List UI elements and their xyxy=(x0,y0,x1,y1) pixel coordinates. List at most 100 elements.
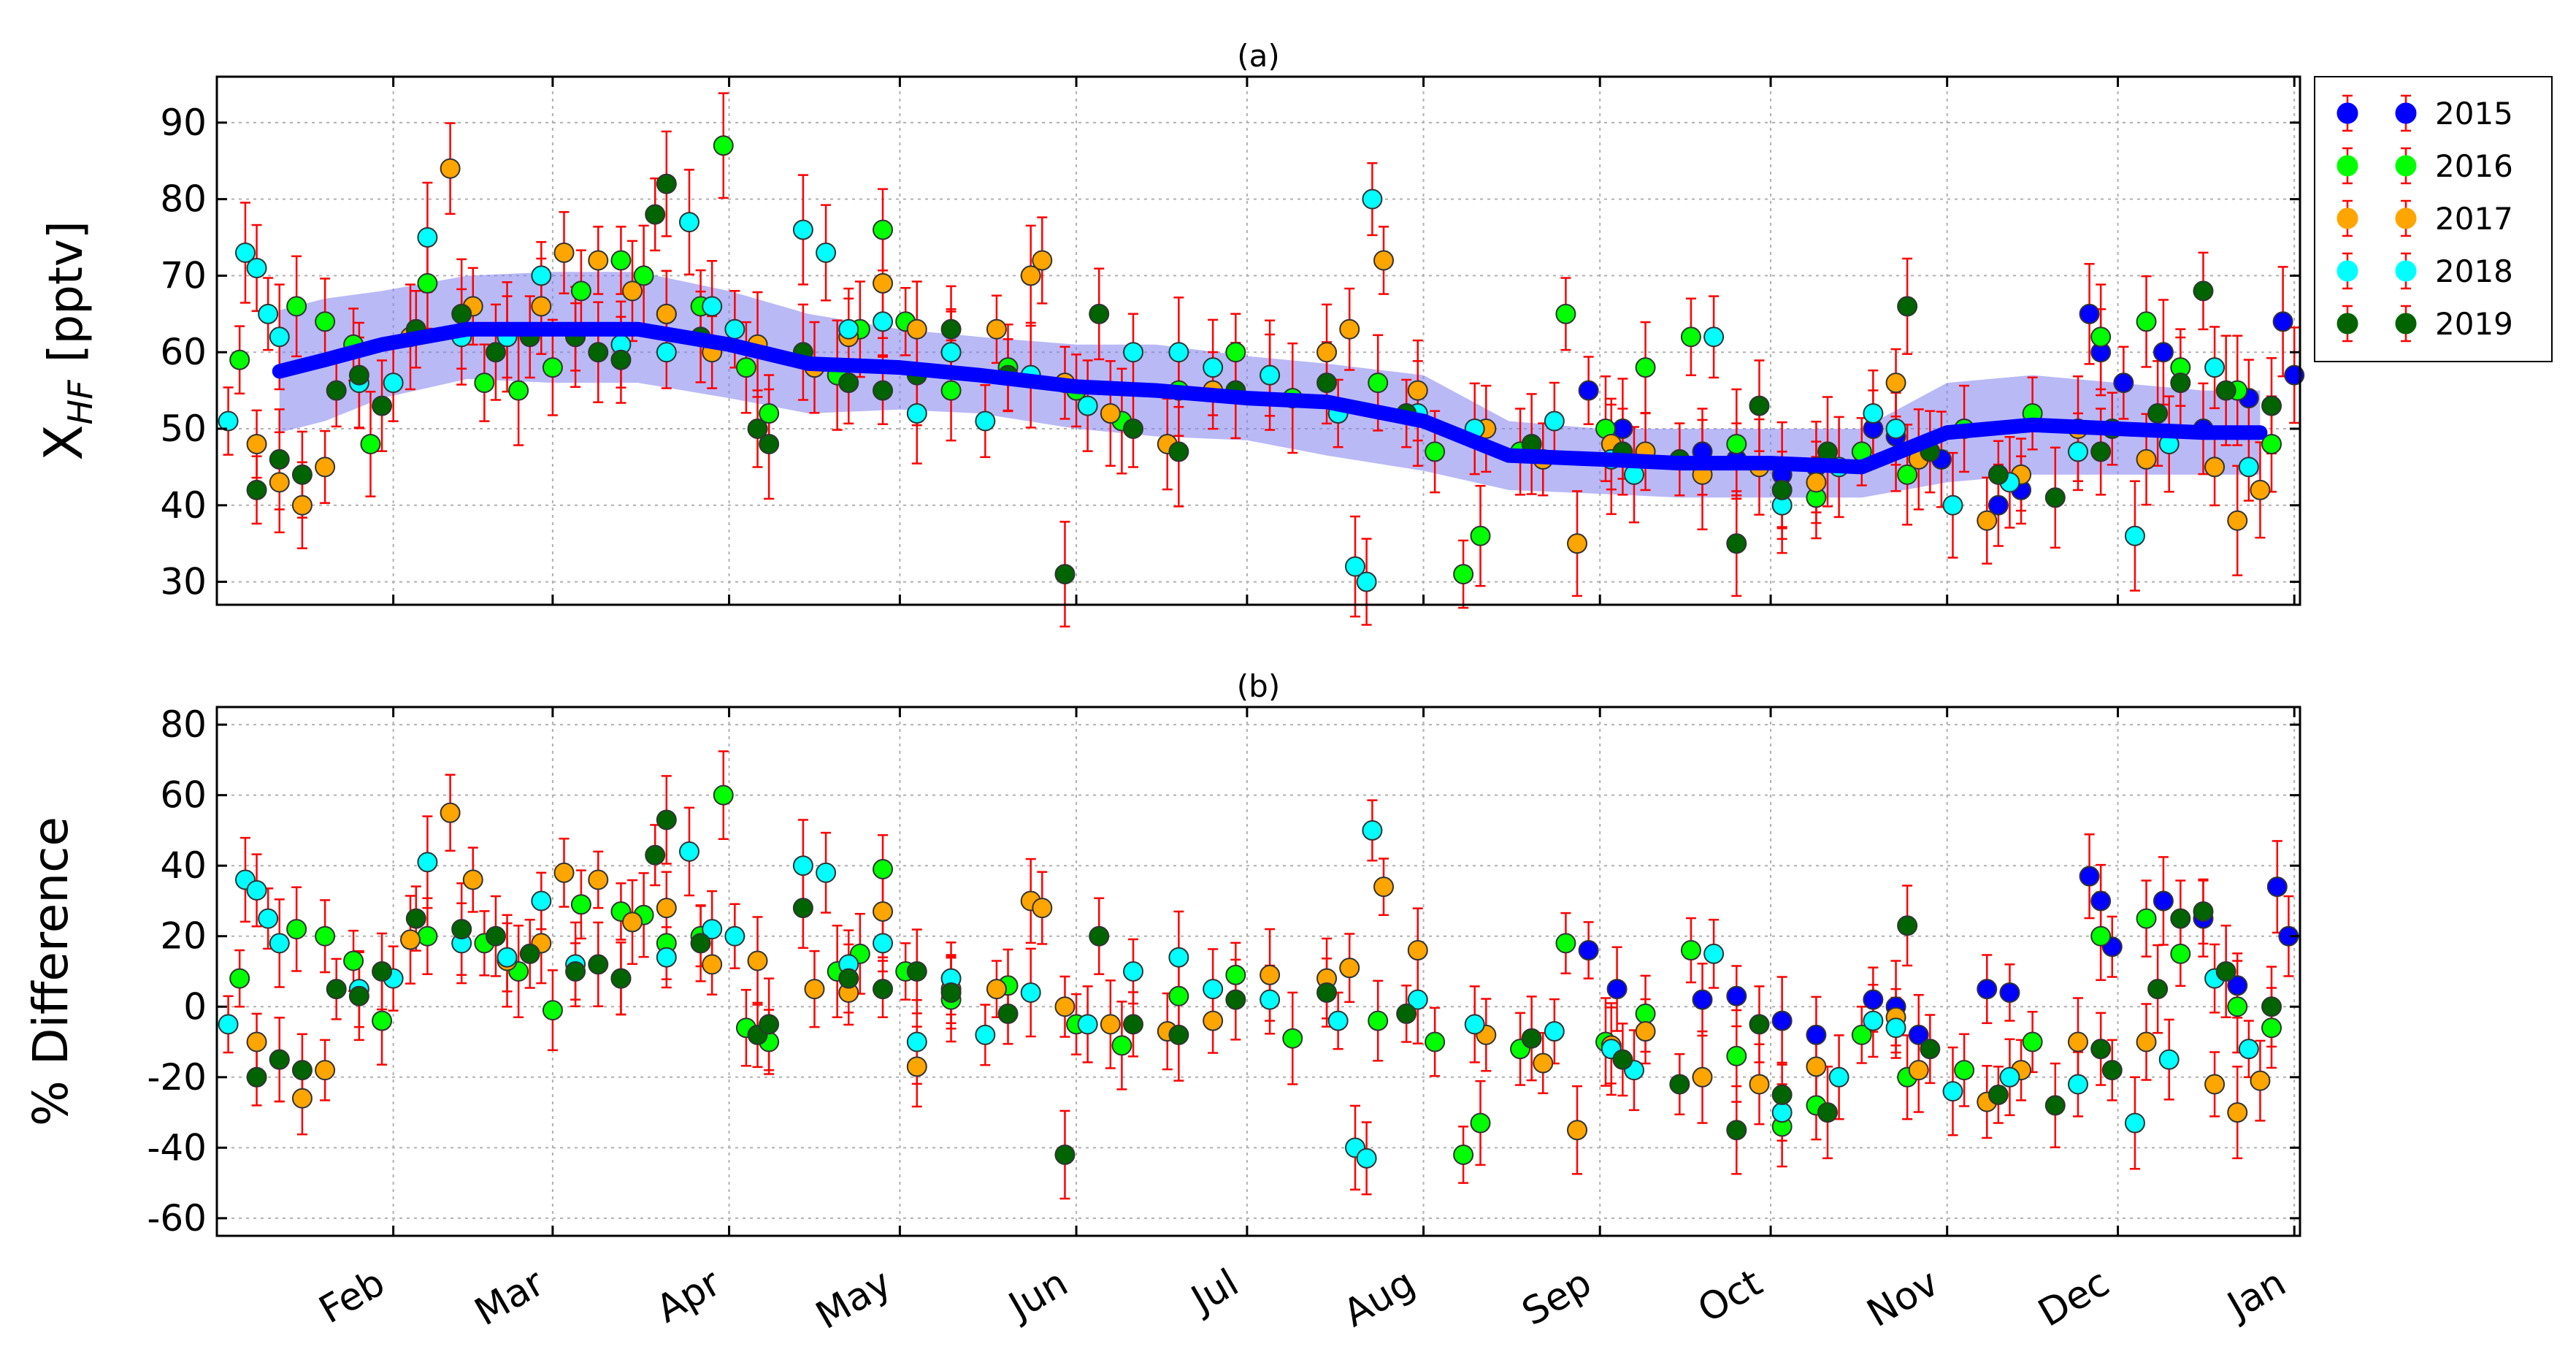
panel-a-ylabel-sub: HF xyxy=(61,380,100,425)
point-2018 xyxy=(258,908,279,929)
point-2017 xyxy=(1692,1066,1713,1088)
point-2019 xyxy=(269,448,290,470)
point-2015 xyxy=(1578,940,1599,961)
point-2016 xyxy=(315,925,336,947)
point-2017 xyxy=(1533,1053,1554,1074)
point-2016 xyxy=(286,296,307,317)
point-2018 xyxy=(417,227,438,248)
point-2016 xyxy=(315,311,336,332)
point-2018 xyxy=(2158,1049,2180,1070)
point-2019 xyxy=(873,380,894,401)
point-2017 xyxy=(400,929,421,950)
point-2016 xyxy=(1225,964,1246,985)
point-2019 xyxy=(2170,373,2191,394)
point-2018 xyxy=(269,326,290,348)
point-2018 xyxy=(1077,1014,1098,1035)
point-2015 xyxy=(2090,890,2112,912)
point-2019 xyxy=(405,908,426,929)
point-2018 xyxy=(531,265,552,286)
legend-label-2015: 2015 xyxy=(2435,96,2513,131)
point-2016 xyxy=(759,403,780,424)
point-2018 xyxy=(792,219,813,240)
point-2017 xyxy=(269,472,290,493)
panel-b-xtick-label-dec: Dec xyxy=(2031,1261,2117,1335)
point-2017 xyxy=(462,869,483,890)
point-2019 xyxy=(2147,403,2169,424)
point-2016 xyxy=(1470,1112,1491,1134)
panel-a-ylabel-unit: [pptv] xyxy=(39,221,93,362)
panel-a-ytick-label: 70 xyxy=(160,254,207,297)
point-2015 xyxy=(2079,303,2100,324)
point-2018 xyxy=(383,373,404,394)
point-2017 xyxy=(2250,1070,2271,1091)
point-2016 xyxy=(508,380,529,401)
point-2016 xyxy=(713,784,734,806)
point-2016 xyxy=(735,357,756,378)
point-2019 xyxy=(1612,1049,1633,1070)
point-2018 xyxy=(816,862,837,883)
point-2016 xyxy=(1168,985,1189,1006)
panel-a-ytick-label: 50 xyxy=(160,408,207,450)
point-2018 xyxy=(2204,357,2226,378)
point-2017 xyxy=(1635,1021,1656,1042)
point-2019 xyxy=(1054,564,1076,585)
point-2017 xyxy=(906,1056,927,1077)
point-2018 xyxy=(1828,1066,1849,1088)
point-2016 xyxy=(2261,1017,2282,1039)
point-2016 xyxy=(713,135,734,156)
point-2019 xyxy=(565,961,586,982)
point-2018 xyxy=(656,342,677,363)
point-2015 xyxy=(1606,979,1628,1000)
point-2019 xyxy=(2215,961,2236,982)
point-2018 xyxy=(1703,326,1725,348)
panel-a-ytick-label: 60 xyxy=(160,331,207,373)
point-2019 xyxy=(246,1066,267,1088)
point-2016 xyxy=(2136,311,2157,332)
point-2019 xyxy=(2170,908,2191,929)
point-2016 xyxy=(372,1010,393,1031)
point-2019 xyxy=(2193,901,2214,922)
point-2018 xyxy=(417,852,438,873)
point-2017 xyxy=(702,954,723,975)
panel-b-ytick-label: 20 xyxy=(160,915,207,958)
point-2019 xyxy=(1089,925,1110,947)
panel-b-xtick-label-sep: Sep xyxy=(1515,1261,1599,1334)
point-2017 xyxy=(1100,403,1121,424)
point-2019 xyxy=(326,380,347,401)
point-2016 xyxy=(1635,357,1656,378)
point-2019 xyxy=(1749,1014,1770,1035)
legend-marker-2017 xyxy=(2337,207,2358,229)
point-2015 xyxy=(1999,982,2020,1003)
point-2019 xyxy=(519,943,540,964)
point-2017 xyxy=(440,158,461,179)
point-2017 xyxy=(1407,380,1428,401)
point-2016 xyxy=(1453,1144,1474,1165)
point-2017 xyxy=(2227,510,2248,531)
panel-a-ytick-label: 40 xyxy=(160,484,207,527)
point-2016 xyxy=(542,357,563,378)
point-2017 xyxy=(1100,1014,1121,1035)
legend-marker-2015 xyxy=(2395,102,2417,124)
point-2016 xyxy=(229,349,250,370)
point-2018 xyxy=(656,947,677,968)
point-2019 xyxy=(291,1060,313,1081)
panel-b-ytick-label: 40 xyxy=(160,844,207,887)
point-2019 xyxy=(269,1049,290,1070)
point-2015 xyxy=(1771,1010,1793,1031)
point-2019 xyxy=(2215,380,2236,401)
point-2018 xyxy=(1168,342,1189,363)
point-2017 xyxy=(873,272,894,294)
point-2018 xyxy=(1020,982,1041,1003)
point-2019 xyxy=(588,954,609,975)
point-2018 xyxy=(1771,1102,1793,1123)
point-2018 xyxy=(1362,820,1383,841)
point-2017 xyxy=(553,862,575,883)
point-2019 xyxy=(1396,1003,1417,1024)
point-2017 xyxy=(1316,342,1338,363)
point-2015 xyxy=(1977,979,1998,1000)
point-2017 xyxy=(246,433,267,454)
point-2018 xyxy=(975,1024,996,1045)
point-2019 xyxy=(838,968,859,989)
point-2015 xyxy=(2153,890,2174,912)
